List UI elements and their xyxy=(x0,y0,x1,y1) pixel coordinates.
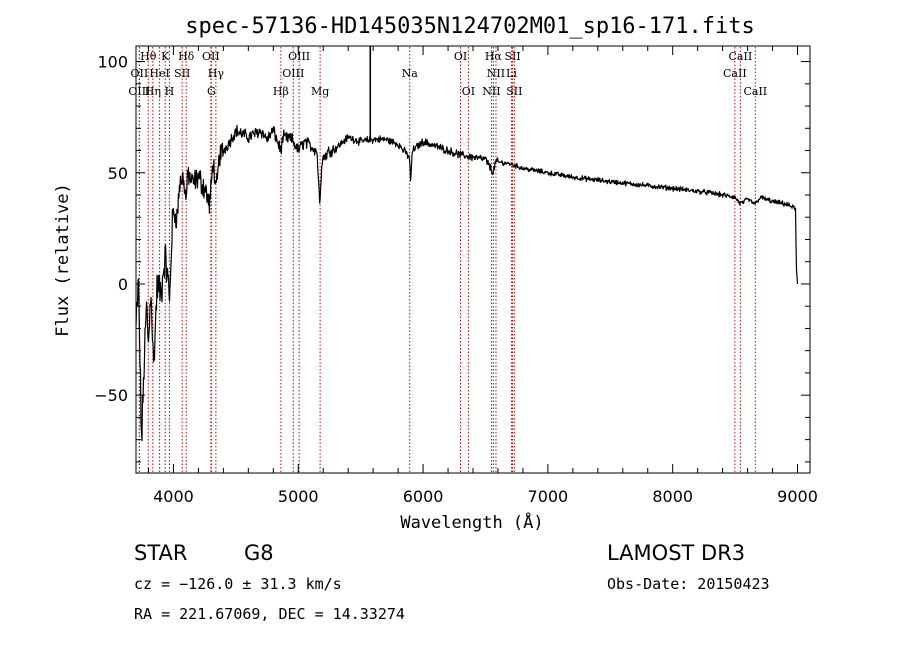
x-tick-label: 5000 xyxy=(278,487,319,506)
object-class: STAR xyxy=(134,541,187,565)
spectral-line-label: CaII xyxy=(743,85,767,98)
survey-label: LAMOST DR3 xyxy=(607,541,745,565)
axis-ticks xyxy=(136,46,810,473)
x-tick-label: 6000 xyxy=(403,487,444,506)
x-tick-label: 8000 xyxy=(652,487,693,506)
spectral-line-label: H xyxy=(165,85,175,98)
spectral-line-label: NII xyxy=(482,85,500,98)
observation-date: Obs-Date: 20150423 xyxy=(607,575,770,593)
axis-tick-labels: 4000 5000 6000 7000 8000 9000 −50 0 50 100 xyxy=(94,53,818,506)
spectral-line-label: K xyxy=(161,50,170,63)
y-axis-label: Flux (relative) xyxy=(53,183,73,337)
object-subclass: G8 xyxy=(244,541,274,565)
spectral-line-label: OIII xyxy=(282,67,304,80)
spectral-line-markers xyxy=(138,47,756,472)
y-tick-label: 0 xyxy=(118,275,128,294)
spectral-line-label: HeI xyxy=(149,67,169,80)
spectral-line-label: SII xyxy=(504,50,520,63)
plot-frame xyxy=(135,45,811,474)
spectral-line-label: OII xyxy=(131,67,149,80)
redshift-velocity: cz = −126.0 ± 31.3 km/s xyxy=(134,575,342,593)
x-tick-label: 7000 xyxy=(528,487,569,506)
x-axis-label: Wavelength (Å) xyxy=(400,511,543,533)
chart-title: spec-57136-HD145035N124702M01_sp16-171.f… xyxy=(185,14,755,39)
spectral-line-label: Hβ xyxy=(273,85,289,98)
spectral-line-label: OI xyxy=(462,85,475,98)
spectral-line-label: Hγ xyxy=(208,67,225,80)
spectral-line-label: NII xyxy=(487,67,505,80)
spectral-line-label: G xyxy=(207,85,216,98)
spectrum-line xyxy=(135,124,799,442)
spectral-line-label: Hθ xyxy=(140,50,157,63)
spectral-line-label: OIII xyxy=(128,85,150,98)
x-tick-label: 9000 xyxy=(777,487,818,506)
spectral-line-label: OIII xyxy=(288,50,310,63)
spectral-line-label: SII xyxy=(506,85,522,98)
spectral-line-label: Li xyxy=(506,67,517,80)
ra-dec-coordinates: RA = 221.67069, DEC = 14.33274 xyxy=(134,605,405,623)
spectral-line-label: Hη xyxy=(145,85,161,98)
y-tick-label: 100 xyxy=(97,53,128,72)
y-tick-label: −50 xyxy=(94,386,128,405)
spectral-line-label: Mg xyxy=(311,85,329,98)
spectral-line-label: CaII xyxy=(723,67,747,80)
spectral-line-label: Hδ xyxy=(178,50,195,63)
y-tick-label: 50 xyxy=(108,164,128,183)
spectral-line-label: SII xyxy=(174,67,190,80)
spectral-line-label: Na xyxy=(402,67,419,80)
spectral-line-label: Hα xyxy=(485,50,503,63)
spectral-line-label: OII xyxy=(202,50,220,63)
x-tick-label: 4000 xyxy=(153,487,194,506)
spectral-line-label: CaII xyxy=(729,50,753,63)
spectral-line-label: OI xyxy=(454,50,467,63)
